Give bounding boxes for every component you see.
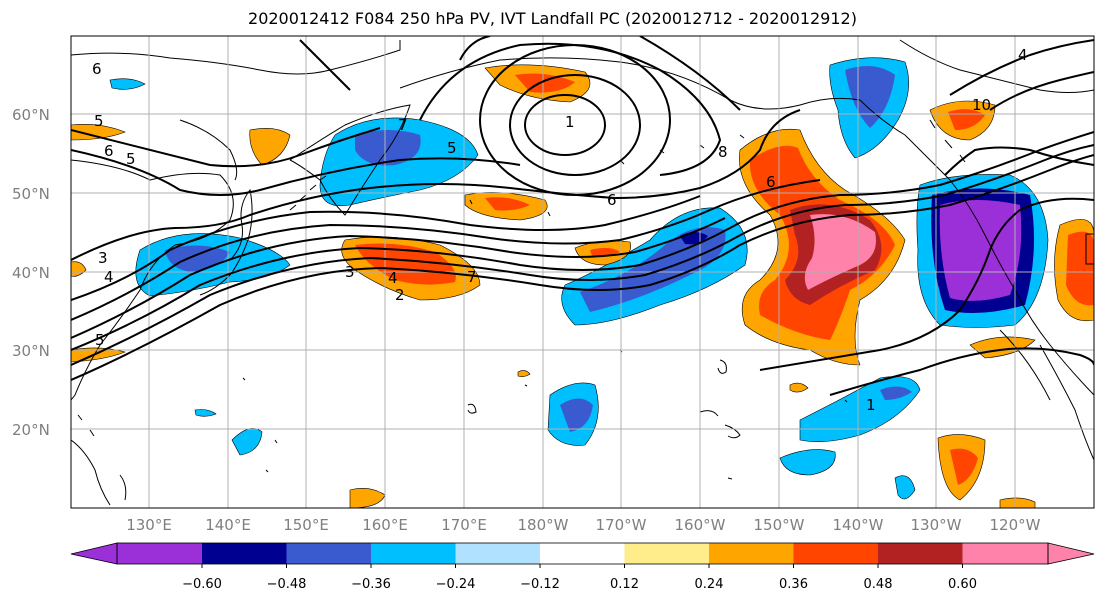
contour-label: 8	[718, 143, 728, 161]
lon-label: 180°W	[518, 516, 569, 534]
contour-label: 6	[766, 173, 776, 191]
lon-label: 150°E	[283, 516, 329, 534]
colorbar-segment	[117, 543, 203, 564]
region-box	[1085, 233, 1095, 265]
gridlines	[71, 36, 1094, 508]
lon-label: 170°W	[596, 516, 647, 534]
contour-label: 3	[98, 249, 108, 267]
lon-label: 130°E	[126, 516, 172, 534]
colorbar-tick-label: −0.48	[267, 577, 307, 592]
contour-label: 6	[92, 60, 102, 78]
contour-label: 4	[1018, 46, 1028, 64]
colorbar-tick-label: −0.24	[436, 577, 476, 592]
contour-label: 7	[467, 268, 477, 286]
lon-label: 140°E	[205, 516, 251, 534]
colorbar-segment	[624, 543, 710, 564]
colorbar-tick-label: −0.12	[520, 577, 560, 592]
colorbar-segment	[709, 543, 794, 564]
contour-labels: 6 5 3 4 5 5 6 7 5 1 3 4 2 7 6 6 8 4 10 1	[92, 46, 1028, 414]
colorbar-segment	[286, 543, 372, 564]
lat-label: 30°N	[12, 342, 50, 360]
colorbar-segment	[455, 543, 541, 564]
contour-label: 2	[395, 286, 405, 304]
lon-label: 120°W	[990, 516, 1041, 534]
contour-label: 5	[94, 112, 104, 130]
latitude-labels: 60°N 50°N 40°N 30°N 20°N	[12, 106, 50, 439]
contour-label: 6	[104, 142, 114, 160]
longitude-labels: 130°E 140°E 150°E 160°E 170°E 180°W 170°…	[126, 516, 1040, 534]
colorbar-tick-label: 0.60	[948, 577, 977, 592]
colorbar-tick-label: 0.36	[779, 577, 808, 592]
positive-anomaly-shading	[71, 64, 1094, 508]
lon-label: 170°E	[441, 516, 487, 534]
contour-label: 3	[345, 263, 355, 281]
colorbar-tick-label: −0.36	[351, 577, 391, 592]
contour-label: 7	[398, 116, 408, 134]
lon-label: 160°E	[362, 516, 408, 534]
colorbar-segment	[878, 543, 963, 564]
lat-label: 60°N	[12, 106, 50, 124]
coastlines	[71, 39, 1094, 506]
contour-label: 6	[607, 191, 617, 209]
colorbar-arrow-outline	[1047, 542, 1095, 565]
contour-label: 4	[388, 269, 398, 287]
ivt-contours	[71, 36, 1094, 396]
colorbar-segment	[793, 543, 879, 564]
colorbar-max-extension	[1048, 543, 1094, 564]
colorbar: −0.60 −0.48 −0.36 −0.24 −0.12 0.12 0.24 0.36 0.4…	[70, 542, 1095, 592]
colorbar-min-extension	[71, 543, 117, 564]
colorbar-segment	[540, 543, 625, 564]
colorbar-tick-label: 0.48	[864, 577, 893, 592]
contour-label: 5	[95, 331, 105, 349]
lon-label: 150°W	[754, 516, 805, 534]
contour-label: 5	[447, 139, 457, 157]
colorbar-segment	[371, 543, 456, 564]
contour-label: 10	[972, 96, 991, 114]
lon-label: 160°W	[675, 516, 726, 534]
lat-label: 20°N	[12, 421, 50, 439]
map-frame	[70, 35, 1095, 509]
map-title: 2020012412 F084 250 hPa PV, IVT Landfall…	[248, 9, 857, 28]
contour-label: 1	[565, 113, 575, 131]
contour-label: 5	[126, 150, 136, 168]
lat-label: 50°N	[12, 185, 50, 203]
colorbar-segment	[202, 543, 287, 564]
colorbar-tick-label: −0.60	[182, 577, 222, 592]
contour-label: 4	[104, 268, 114, 286]
lon-label: 140°W	[833, 516, 884, 534]
lon-label: 130°W	[911, 516, 962, 534]
colorbar-tick-label: 0.12	[610, 577, 639, 592]
lat-label: 40°N	[12, 264, 50, 282]
contour-label: 1	[866, 396, 876, 414]
colorbar-arrow-outline	[70, 542, 118, 565]
colorbar-segment	[962, 543, 1049, 564]
colorbar-tick-label: 0.24	[695, 577, 724, 592]
